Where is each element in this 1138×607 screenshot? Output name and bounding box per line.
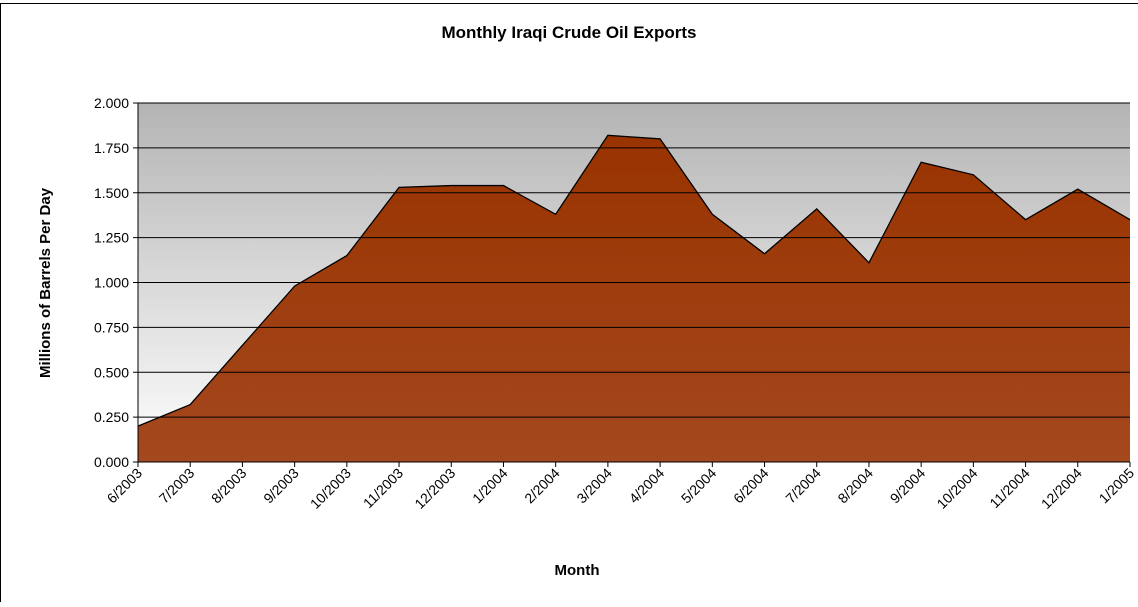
y-tick-label: 0.750 xyxy=(94,319,129,335)
y-tick-label: 1.500 xyxy=(94,185,129,201)
y-tick-label: 1.750 xyxy=(94,140,129,156)
chart-title: Monthly Iraqi Crude Oil Exports xyxy=(441,23,696,42)
y-axis-label: Millions of Barrels Per Day xyxy=(37,187,54,378)
y-tick-label: 0.000 xyxy=(94,454,129,470)
y-tick-label: 0.250 xyxy=(94,409,129,425)
x-axis-label: Month xyxy=(555,562,600,579)
y-tick-label: 1.250 xyxy=(94,230,129,246)
y-tick-label: 1.000 xyxy=(94,275,129,291)
y-tick-label: 2.000 xyxy=(94,95,129,111)
y-tick-label: 0.500 xyxy=(94,364,129,380)
